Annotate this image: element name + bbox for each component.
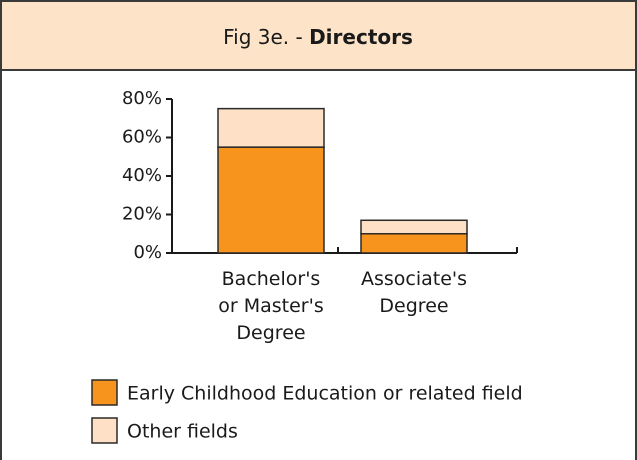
legend-label: Other fields	[127, 421, 238, 443]
header	[0, 0, 637, 71]
chart-title: Fig 3e. - Directors	[223, 25, 413, 49]
title-text: Fig 3e. -	[223, 25, 303, 49]
y-tick-label: 40%	[122, 165, 162, 186]
bar-segment	[217, 107, 325, 148]
bar-segment	[360, 219, 468, 235]
bar-segment	[360, 233, 468, 254]
legend-label: Early Childhood Education or related fie…	[127, 383, 523, 405]
y-tick-label: 20%	[122, 204, 162, 225]
y-tick-label: 60%	[122, 127, 162, 148]
legend-swatch	[91, 379, 118, 406]
bar-segment	[217, 146, 325, 254]
y-tick-label: 80%	[122, 88, 162, 109]
legend-swatch	[91, 417, 118, 444]
title-bold: Directors	[309, 25, 413, 49]
x-tick-label: Associate's Degree	[360, 268, 468, 317]
x-tick-label: Bachelor's or Master's Degree	[218, 268, 324, 344]
y-tick-label: 0%	[133, 242, 162, 263]
